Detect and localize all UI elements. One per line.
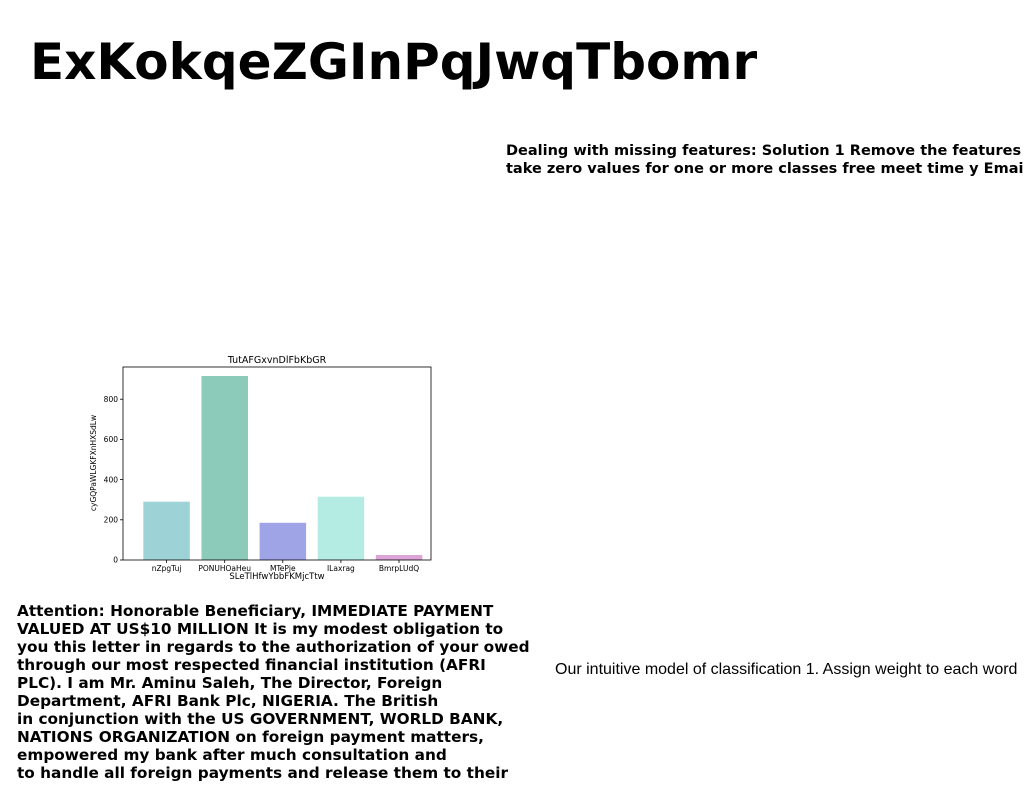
letter-line: in conjunction with the US GOVERNMENT, W…	[17, 710, 504, 728]
y-tick-label: 400	[104, 475, 119, 484]
letter-line: VALUED AT US$10 MILLION It is my modest …	[17, 620, 504, 638]
letter-line: NATIONS ORGANIZATION on foreign payment …	[17, 728, 484, 746]
letter-line: Department, AFRI Bank Plc, NIGERIA. The …	[17, 692, 439, 710]
letter-line: empowered my bank after much consultatio…	[17, 746, 447, 764]
payment-letter: Attention: Honorable Beneficiary, IMMEDI…	[17, 602, 547, 782]
letter-line: PLC). I am Mr. Aminu Saleh, The Director…	[17, 674, 443, 692]
note-line: take zero values for one or more classes…	[506, 161, 1024, 177]
y-tick-label: 600	[104, 435, 119, 444]
x-tick-label: BmrpLUdQ	[379, 564, 419, 573]
missing-features-note: Dealing with missing features: Solution …	[506, 142, 1024, 178]
x-tick-label: ILaxrag	[327, 564, 355, 573]
bars-layer	[143, 376, 423, 560]
letter-line: to handle all foreign payments and relea…	[17, 764, 508, 782]
letter-line: through our most respected financial ins…	[17, 656, 486, 674]
x-tick-label: nZpgTuj	[152, 564, 182, 573]
x-tick-label: MTePje	[270, 564, 296, 573]
y-tick-label: 200	[104, 516, 119, 525]
x-axis-label: SLeTlHfwYbbFKMjcTtw	[229, 572, 324, 582]
bar-nZpgTuj	[143, 501, 190, 560]
page-title: ExKokqeZGInPqJwqTbomr	[30, 33, 758, 91]
letter-line: Attention: Honorable Beneficiary, IMMEDI…	[17, 602, 494, 620]
x-axis-ticks: nZpgTuj PONUHOaHeu MTePje ILaxrag BmrpLUdQ	[152, 560, 419, 573]
bar-PONUHOaHeu	[201, 376, 248, 560]
bar-BmrpLUdQ	[375, 555, 423, 560]
bar-chart: TutAFGxvnDlFbKbGR 0 200 400 600 800 nZpgTuj P…	[80, 350, 440, 586]
y-tick-label: 800	[104, 395, 119, 404]
bar-MTePje	[259, 522, 307, 560]
y-axis-ticks: 0 200 400 600 800	[104, 395, 123, 565]
plot-frame	[122, 366, 432, 561]
chart-title: TutAFGxvnDlFbKbGR	[227, 355, 327, 366]
bar-ILaxrag	[317, 496, 365, 560]
classification-caption: Our intuitive model of classification 1.…	[555, 661, 1018, 678]
x-tick-label: PONUHOaHeu	[198, 564, 251, 573]
y-tick-label: 0	[113, 556, 118, 565]
bar-chart-svg: TutAFGxvnDlFbKbGR 0 200 400 600 800 nZpgTuj P…	[89, 355, 432, 582]
letter-line: you this letter in regards to the author…	[17, 638, 530, 656]
y-axis-label: cyGQPaWLGKFXnHXSdLw	[89, 415, 98, 511]
note-line: Dealing with missing features: Solution …	[506, 143, 1022, 159]
